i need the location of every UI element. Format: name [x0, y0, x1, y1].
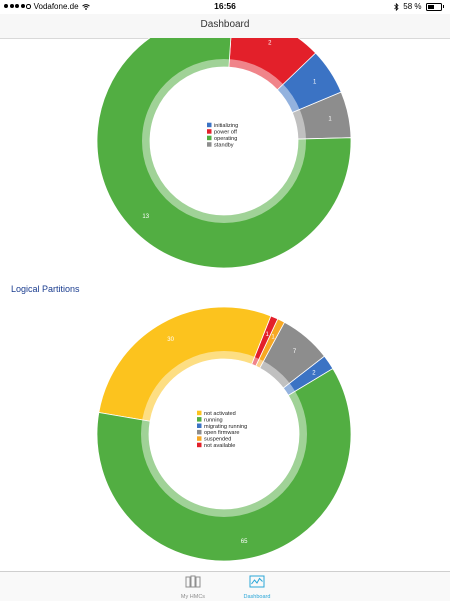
legend-label-suspended[interactable]: suspended	[204, 437, 231, 443]
legend-label-migrating-running[interactable]: migrating running	[204, 424, 247, 430]
legend-swatch-running	[197, 417, 202, 422]
donut-hole	[150, 67, 298, 215]
legend-label-operating[interactable]: operating	[214, 136, 237, 142]
slice-label-suspended: 1	[271, 335, 275, 341]
legend-swatch-suspended	[197, 436, 202, 441]
slice-label-not-available: 1	[266, 332, 270, 338]
slice-label-not-activated: 30	[167, 337, 174, 343]
legend-label-not-activated[interactable]: not activated	[204, 411, 236, 417]
legend-label-running[interactable]: running	[204, 417, 223, 423]
slice-label-standby: 1	[328, 116, 332, 122]
tab-dashboard[interactable]: Dashboard	[227, 575, 287, 600]
wifi-icon	[81, 3, 90, 10]
slice-label-open-firmware: 7	[293, 349, 297, 355]
tab-label-my-hmcs: My HMCs	[180, 594, 206, 600]
legend-swatch-not-activated	[197, 410, 202, 416]
donut-hole	[149, 359, 299, 509]
battery-icon	[425, 2, 442, 11]
page-title: Dashboard	[200, 19, 250, 30]
tab-label-dashboard: Dashboard	[243, 594, 271, 600]
legend-swatch-power-off	[207, 129, 212, 134]
slice-label-running: 65	[241, 539, 248, 545]
legend-label-standby[interactable]: standby	[214, 143, 234, 149]
legend-swatch-initializing	[207, 122, 212, 128]
slice-label-operating: 13	[142, 214, 149, 220]
navigation-bar: Dashboard	[0, 14, 450, 39]
legend-swatch-migrating-running	[197, 423, 202, 428]
legend-swatch-open-firmware	[197, 429, 202, 435]
legend-swatch-operating	[207, 135, 212, 141]
server-icon	[185, 575, 201, 588]
carrier-name: Vodafone.de	[33, 2, 79, 11]
status-right: 58 %	[394, 2, 444, 11]
legend-swatch-standby	[207, 142, 212, 147]
chart-icon	[249, 575, 265, 588]
slice-label-migrating-running: 2	[312, 370, 316, 376]
tab-my-hmcs[interactable]: My HMCs	[163, 575, 223, 600]
status-time: 16:56	[214, 1, 236, 11]
legend-label-initializing[interactable]: initializing	[214, 123, 238, 129]
status-bar: Vodafone.de 16:56 58 %	[0, 0, 450, 14]
slice-label-power-off: 2	[268, 41, 272, 47]
legend-label-not-available[interactable]: not available	[204, 443, 235, 449]
legend-label-open-firmware[interactable]: open firmware	[204, 430, 239, 436]
slice-label-initializing: 1	[313, 79, 317, 85]
battery-percentage: 58 %	[403, 2, 422, 11]
signal-strength-icon	[4, 4, 31, 9]
legend-swatch-not-available	[197, 442, 202, 448]
tab-bar: My HMCs Dashboard	[0, 571, 450, 601]
carrier-info: Vodafone.de	[4, 2, 90, 11]
section-title-logical-partitions: Logical Partitions	[11, 284, 80, 294]
bluetooth-icon	[394, 2, 399, 11]
inner-highlight-ring	[142, 59, 306, 223]
inner-highlight-ring	[141, 351, 307, 517]
legend-label-power-off[interactable]: power off	[214, 130, 237, 136]
slice-power-off[interactable]	[228, 38, 317, 91]
